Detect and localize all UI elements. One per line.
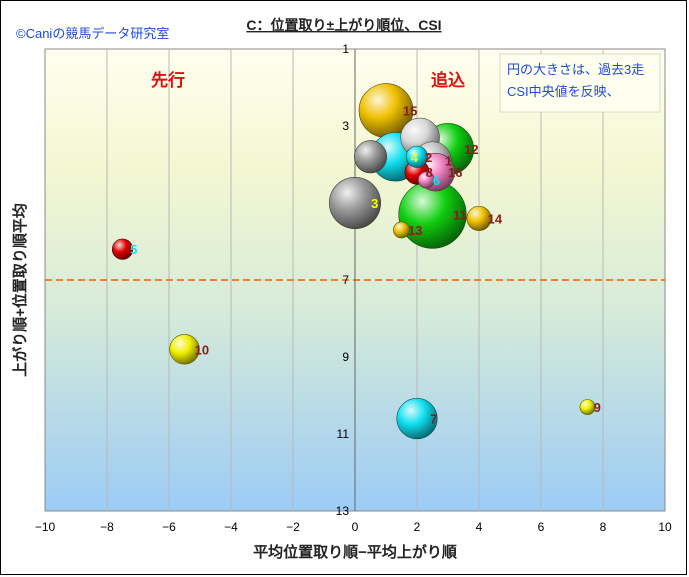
bubble-label: 3 [371,196,378,211]
bubble-label: 5 [130,242,137,257]
annotation-left: 先行 [151,70,185,90]
bubble-label: 10 [195,342,209,357]
note-line-2: CSI中央値を反映、 [507,84,620,99]
bubble-label: 14 [488,211,503,226]
y-tick-label: 7 [342,273,349,287]
bubble [353,140,387,174]
note-line-1: 円の大きさは、過去3走 [507,62,644,77]
x-tick-label: −4 [224,520,238,534]
x-tick-label: −6 [162,520,176,534]
bubble-label: 2 [425,150,432,165]
x-tick-labels: −10 −8 −6 −4 −2 0 2 4 6 8 10 [35,520,672,534]
bubble [169,334,200,365]
x-tick-label: 8 [600,520,607,534]
x-tick-label: 0 [352,520,359,534]
x-tick-label: 4 [476,520,483,534]
y-tick-label: 11 [337,427,350,441]
bubble-series [111,83,596,440]
bubble-label: 11 [453,208,467,223]
x-tick-label: −2 [286,520,300,534]
bubble-label: 13 [408,223,422,238]
y-tick-label: 1 [342,42,349,56]
x-axis-label: 平均位置取り順−平均上がり順 [253,543,458,561]
bubble-label: 12 [464,142,478,157]
y-tick-label: 3 [342,119,349,133]
bubble [111,238,134,260]
x-tick-label: 2 [414,520,421,534]
x-tick-label: −10 [35,520,56,534]
bubble [396,398,438,440]
credit-text: ©Caniの競馬データ研究室 [16,26,169,41]
y-tick-label: 13 [336,504,350,518]
chart-title: C：位置取り±上がり順位、CSI [246,17,441,33]
note-box [499,53,661,113]
x-tick-label: −8 [100,520,114,534]
bubble-label: 15 [403,104,417,119]
bubble-label: 8 [426,165,433,180]
bubble [393,221,410,239]
bubble-label: 9 [594,400,601,415]
x-tick-label: 10 [658,520,672,534]
bubble-label: 16 [448,165,462,180]
bubble [579,399,596,415]
bubble [329,177,381,229]
bubble [466,205,492,231]
y-tick-label: 9 [342,350,349,364]
x-tick-label: 6 [538,520,545,534]
bubble-label: 7 [430,412,437,427]
bubble [405,145,429,168]
bubble-label: 6 [433,173,440,188]
bubble-label: 4 [411,150,419,165]
y-axis-label: 上がり順+位置取り順平均 [11,203,29,377]
bubble-label: 1 [445,154,452,169]
annotation-right: 追込 [431,70,465,90]
bubble [417,171,435,189]
